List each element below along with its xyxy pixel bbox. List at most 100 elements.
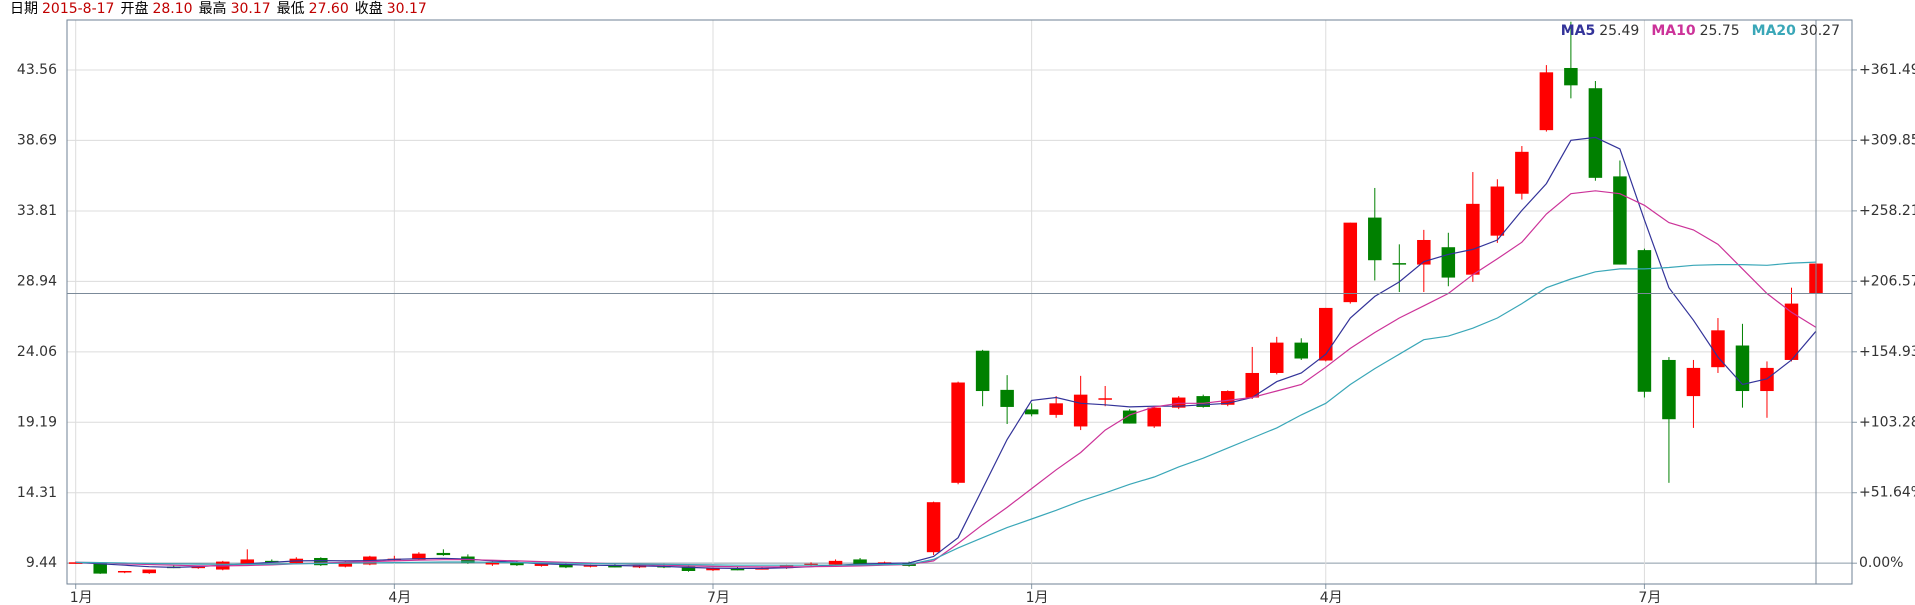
candle-body (1637, 250, 1652, 392)
candle-body (1000, 389, 1014, 407)
candle-body (1294, 342, 1309, 359)
candle-body (1245, 372, 1259, 398)
y2-tick-label: +154.93% (1859, 344, 1915, 360)
legend-value: 30.27 (1800, 23, 1840, 39)
candle-body (1784, 303, 1799, 360)
candle-body (1196, 396, 1210, 407)
candle-body (1147, 407, 1161, 427)
candle-body (1343, 222, 1358, 303)
info-value: 30.17 (386, 1, 427, 17)
info-label: 最高 (198, 1, 227, 17)
candle-body (1319, 307, 1333, 361)
ma-line (75, 261, 1817, 566)
candle-body (1368, 217, 1382, 261)
info-value: 30.17 (230, 1, 271, 17)
y2-tick-label: +361.49% (1859, 62, 1915, 78)
x-tick-label: 1月 (1026, 590, 1049, 605)
candle-body (1539, 72, 1554, 131)
candle-body (1564, 67, 1578, 86)
candle-body (485, 562, 500, 565)
info-value: 2015-8-17 (42, 1, 115, 17)
candle-body (1171, 397, 1186, 408)
candle-body (534, 563, 549, 566)
candle-body (1662, 359, 1676, 420)
candle-body (583, 565, 598, 567)
candle-body (926, 502, 941, 553)
info-value: 28.10 (152, 1, 193, 17)
x-tick-label: 7月 (707, 590, 730, 605)
candle-body (559, 564, 573, 568)
x-tick-label: 4月 (1320, 590, 1343, 605)
candle-body (1490, 186, 1505, 236)
candle-body (1122, 410, 1137, 424)
y-tick-label: 33.81 (17, 203, 57, 219)
candle-body (706, 568, 720, 571)
legend-value: 25.49 (1599, 23, 1639, 39)
candle-body (828, 560, 843, 565)
candle-body (93, 563, 107, 574)
ma-line (75, 136, 1817, 569)
x-tick-label: 1月 (70, 590, 93, 605)
candle-body (1711, 330, 1725, 368)
legend-name: MA5 (1561, 23, 1596, 39)
candle-body (1270, 342, 1284, 373)
candle-body (68, 562, 83, 564)
legend-name: MA10 (1651, 23, 1696, 39)
candle-body (1515, 151, 1529, 194)
candle-body (1441, 247, 1456, 278)
y2-tick-label: +103.28% (1859, 414, 1915, 430)
y-tick-label: 43.56 (17, 62, 57, 78)
y-tick-label: 19.19 (17, 414, 57, 430)
y2-tick-label: +206.57% (1859, 273, 1915, 289)
candle-body (117, 570, 132, 573)
candle-body (1073, 394, 1088, 427)
candle-body (1613, 176, 1627, 265)
candle-body (1417, 239, 1431, 265)
y-tick-label: 24.06 (17, 344, 57, 360)
candle-body (1735, 345, 1750, 392)
info-header: 日期 2015-8-17 开盘 28.10 最高 30.17 最低 27.60 收盘 30.17 (4, 0, 427, 18)
info-label: 收盘 (354, 1, 383, 17)
candle-body (730, 568, 745, 571)
candle-body (191, 566, 206, 569)
candle-body (314, 557, 328, 566)
y2-tick-label: +51.64% (1859, 485, 1915, 501)
info-value: 27.60 (308, 1, 349, 17)
plot-border (66, 19, 1853, 585)
legend: MA5 25.49 MA10 25.75 MA20 30.27 (1561, 23, 1840, 39)
candle-body (412, 553, 426, 560)
info-label: 最低 (276, 1, 305, 17)
candle-body (1024, 409, 1039, 415)
y2-tick-label: 0.00% (1859, 555, 1903, 571)
candle-body (1049, 403, 1063, 415)
y2-tick-label: +309.85% (1859, 132, 1915, 148)
candle-body (1392, 263, 1407, 265)
candle-body (1588, 88, 1603, 178)
candle-body (436, 552, 451, 556)
candle-body (338, 562, 353, 567)
candle-body (681, 566, 696, 571)
candle-body (853, 559, 867, 565)
y-tick-label: 38.69 (17, 132, 57, 148)
candle-body (1098, 398, 1112, 400)
candle-body (240, 559, 255, 564)
y-tick-label: 28.94 (17, 273, 57, 289)
legend-value: 25.75 (1700, 23, 1740, 39)
candle-body (608, 565, 622, 568)
y2-tick-label: +258.21% (1859, 203, 1915, 219)
info-label: 开盘 (120, 1, 149, 17)
ma-line (75, 190, 1817, 568)
candle-body (1760, 367, 1774, 392)
x-tick-label: 4月 (388, 590, 411, 605)
candle-body (1686, 367, 1701, 397)
candle-body (804, 563, 818, 566)
candle-body (510, 562, 524, 566)
y-tick-label: 14.31 (17, 485, 57, 501)
candle-body (1466, 203, 1480, 275)
info-label: 日期 (10, 1, 38, 17)
candle-body (142, 569, 156, 574)
legend-name: MA20 (1752, 23, 1797, 39)
candle-body (265, 560, 279, 563)
